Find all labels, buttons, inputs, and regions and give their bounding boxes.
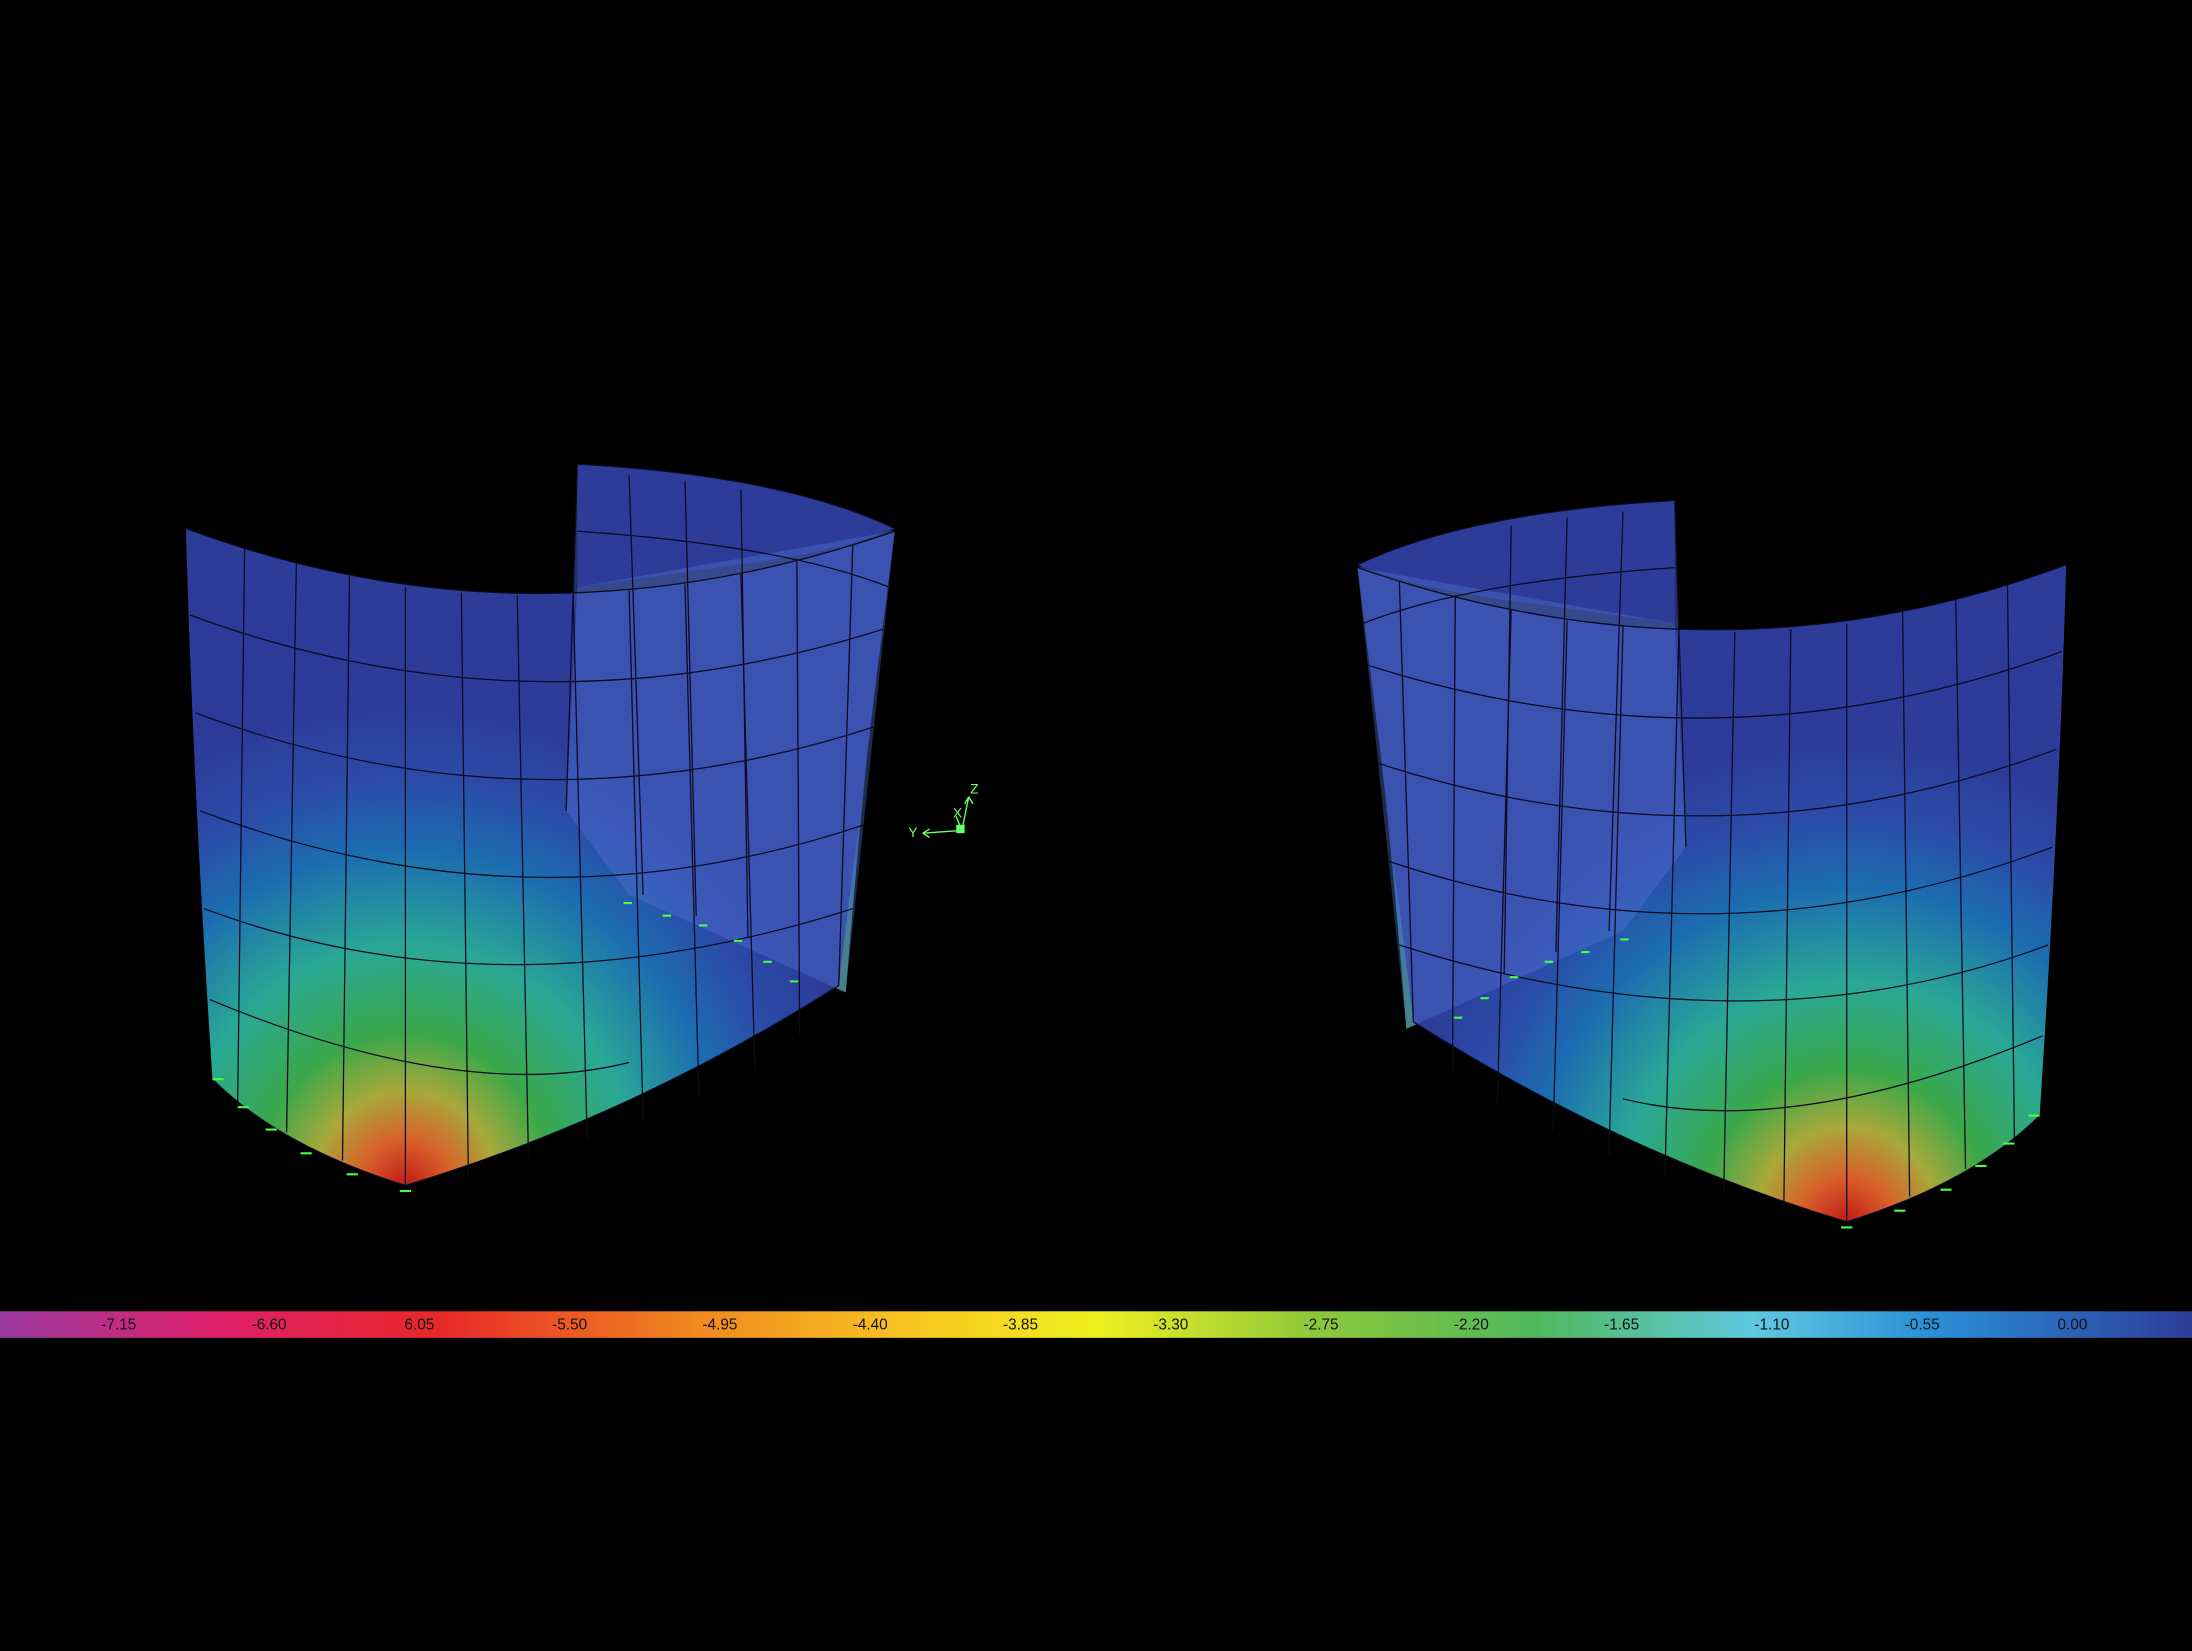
legend-label: -7.15 [101,1316,136,1333]
legend-label: -1.10 [1754,1316,1789,1333]
legend-label: -2.75 [1304,1316,1339,1333]
legend-label: -4.95 [702,1316,737,1333]
legend-bar [0,1311,2192,1338]
legend-label: -1.65 [1604,1316,1639,1333]
triad-z: Z [970,781,979,797]
triad-x: X [953,804,963,820]
legend-label: -5.50 [552,1316,587,1333]
triad-y: Y [908,824,918,840]
legend-label: -3.85 [1003,1316,1038,1333]
legend-label: -6.60 [252,1316,287,1333]
legend-labels: -7.15 -6.60 6.05 -5.50 -4.95 -4.40 -3.85 -3.30 -… [101,1316,2087,1333]
legend-label: -3.30 [1153,1316,1188,1333]
legend-label: -0.55 [1905,1316,1940,1333]
legend-label: 6.05 [404,1316,434,1333]
axis-triad: Z X Y [908,781,979,840]
legend-label: -4.40 [853,1316,888,1333]
legend-label: -2.20 [1454,1316,1489,1333]
legend-label: 0.00 [2058,1316,2088,1333]
